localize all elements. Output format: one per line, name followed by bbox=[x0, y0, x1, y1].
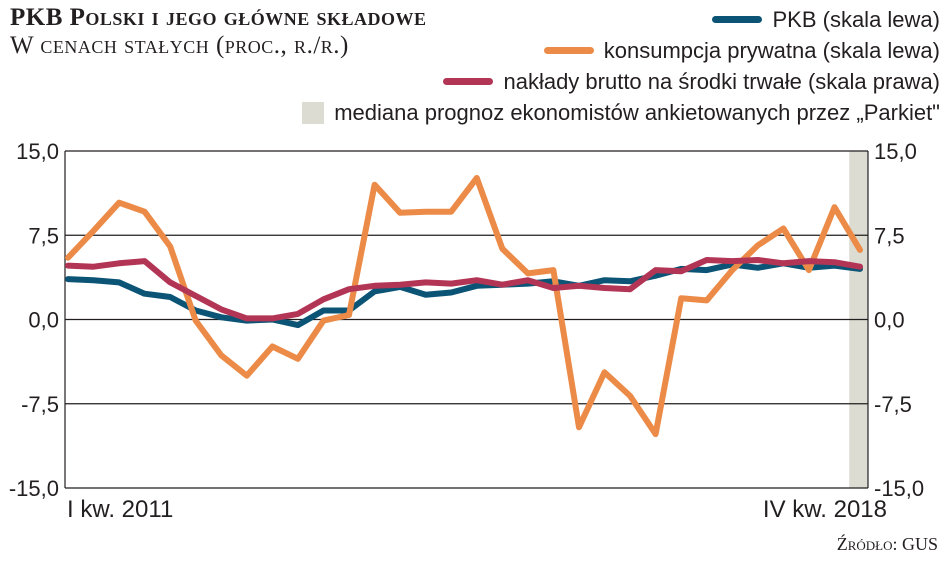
y-tick-right-3: -7,5 bbox=[874, 392, 912, 417]
series-line-konsumpcja bbox=[65, 175, 863, 438]
source-note: Źródło: GUS bbox=[836, 534, 938, 554]
y-tick-right-1: 7,5 bbox=[874, 223, 905, 248]
legend-item-mediana: mediana prognoz ekonomistów ankietowanyc… bbox=[302, 97, 940, 128]
y-tick-left-2: 0,0 bbox=[28, 308, 59, 333]
legend-swatch-konsumpcja bbox=[543, 47, 594, 54]
y-tick-right-4: -15,0 bbox=[874, 476, 924, 501]
chart-title: PKB Polski i jego główne składowe bbox=[10, 4, 427, 31]
chart-subtitle: W cenach stałych (proc., r./r.) bbox=[10, 32, 349, 59]
y-tick-left-1: 7,5 bbox=[28, 223, 59, 248]
y-tick-right-0: 15,0 bbox=[874, 139, 917, 164]
legend-label-pkb: PKB (skala lewa) bbox=[772, 6, 940, 32]
y-tick-left-0: 15,0 bbox=[16, 139, 59, 164]
legend-item-naklady: nakłady brutto na środki trwałe (skala p… bbox=[302, 66, 940, 97]
legend-item-konsumpcja: konsumpcja prywatna (skala lewa) bbox=[302, 35, 940, 66]
series-line-pkb bbox=[65, 260, 863, 329]
legend-swatch-mediana bbox=[302, 101, 325, 124]
series-line-naklady bbox=[65, 257, 863, 322]
legend-label-naklady: nakłady brutto na środki trwałe (skala p… bbox=[503, 68, 940, 94]
x-label-last: IV kw. 2018 bbox=[763, 496, 887, 523]
y-tick-right-2: 0,0 bbox=[874, 308, 905, 333]
legend-swatch-pkb bbox=[712, 16, 763, 23]
y-tick-left-3: -7,5 bbox=[21, 392, 59, 417]
legend-swatch-naklady bbox=[443, 78, 494, 85]
legend: PKB (skala lewa) konsumpcja prywatna (sk… bbox=[302, 4, 940, 128]
legend-label-konsumpcja: konsumpcja prywatna (skala lewa) bbox=[603, 37, 940, 63]
legend-item-pkb: PKB (skala lewa) bbox=[302, 4, 940, 35]
y-tick-left-4: -15,0 bbox=[9, 476, 59, 501]
legend-label-mediana: mediana prognoz ekonomistów ankietowanyc… bbox=[334, 99, 940, 125]
x-label-first: I kw. 2011 bbox=[67, 496, 173, 523]
